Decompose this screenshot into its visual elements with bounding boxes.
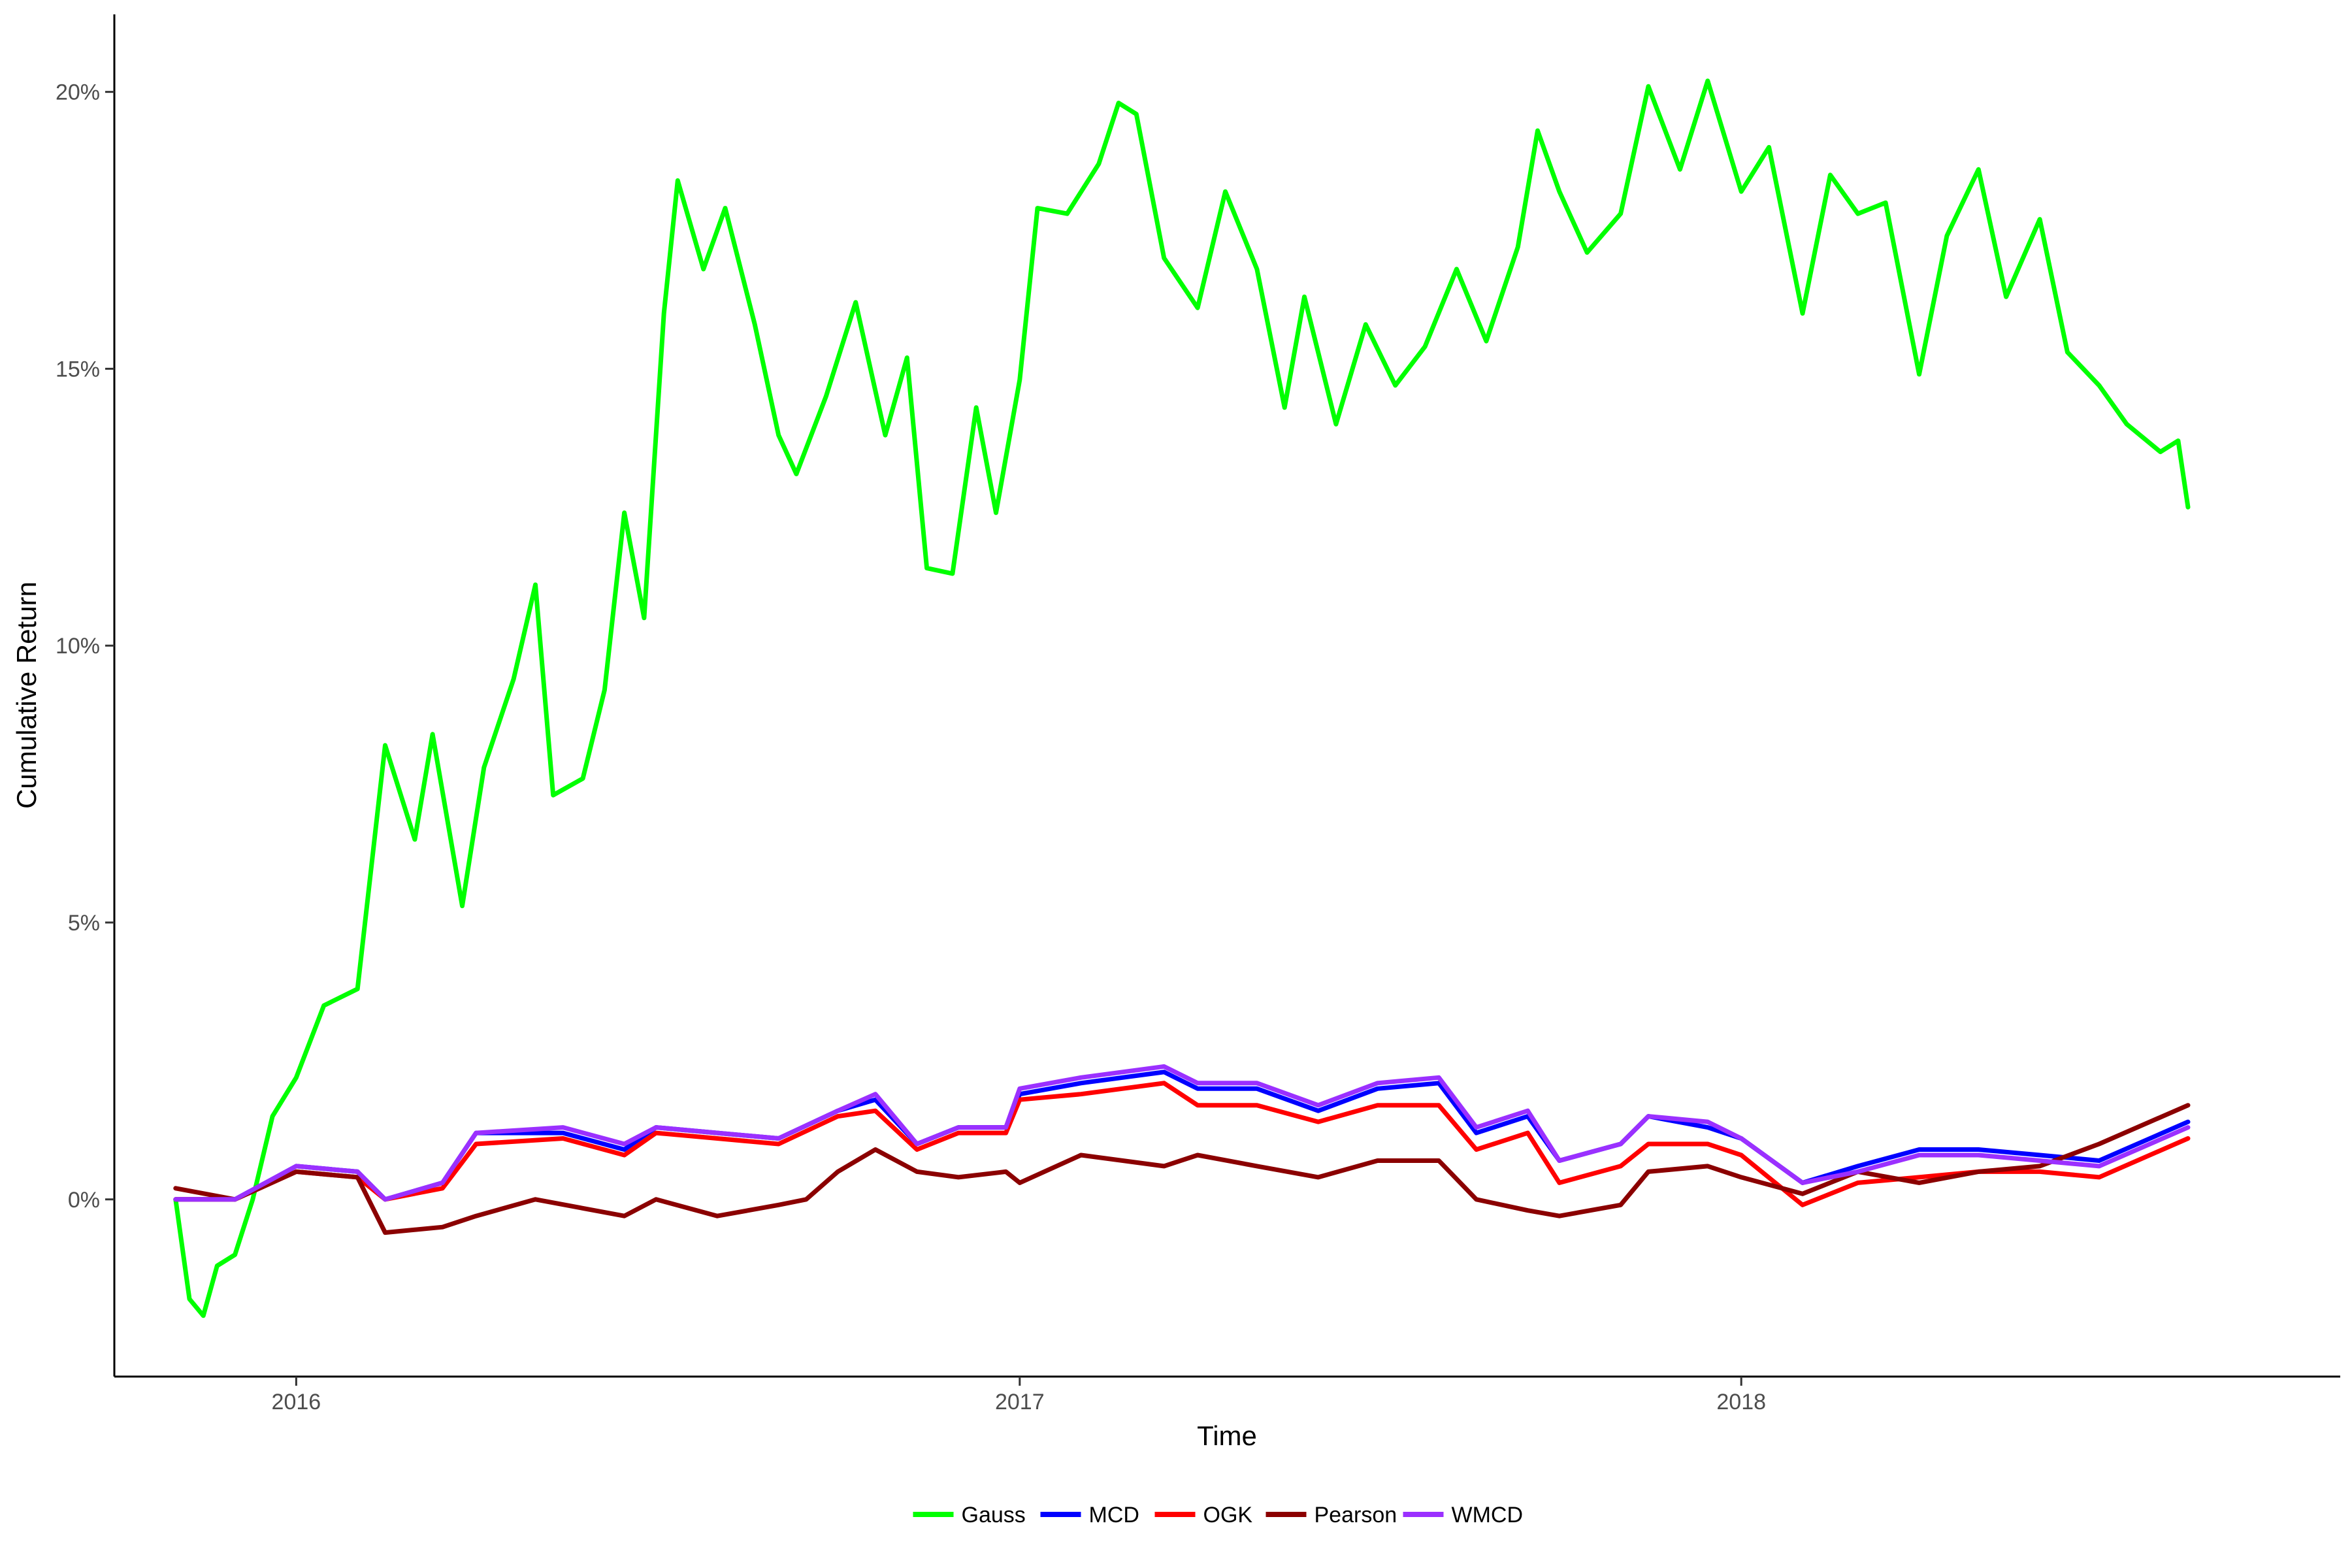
series-lines bbox=[173, 78, 2191, 1318]
series-line-wmcd bbox=[173, 1064, 2191, 1202]
x-tick-label: 2016 bbox=[272, 1390, 321, 1414]
legend-label: Gauss bbox=[962, 1503, 1026, 1527]
y-axis-title: Cumulative Return bbox=[11, 581, 42, 809]
series-line-gauss bbox=[173, 78, 2191, 1318]
legend-label: Pearson bbox=[1315, 1503, 1397, 1527]
legend-item-wmcd: WMCD bbox=[1403, 1503, 1524, 1527]
legend-item-mcd: MCD bbox=[1040, 1503, 1139, 1527]
legend-item-gauss: Gauss bbox=[913, 1503, 1026, 1527]
legend-item-ogk: OGK bbox=[1154, 1503, 1253, 1527]
legend-label: OGK bbox=[1203, 1503, 1253, 1527]
y-tick-label: 15% bbox=[56, 357, 100, 382]
legend-item-pearson: Pearson bbox=[1266, 1503, 1397, 1527]
legend: Gauss MCD OGK Pearson WMCD bbox=[913, 1503, 1524, 1527]
y-tick-label: 10% bbox=[56, 634, 100, 659]
x-tick-label: 2018 bbox=[1716, 1390, 1766, 1414]
legend-label: MCD bbox=[1089, 1503, 1139, 1527]
y-tick-label: 5% bbox=[68, 911, 100, 936]
x-tick-label: 2017 bbox=[995, 1390, 1045, 1414]
y-tick-label: 0% bbox=[68, 1188, 100, 1213]
y-axis-ticks: 0% 5% 10% 15% 20% bbox=[56, 80, 114, 1213]
x-axis-title: Time bbox=[1197, 1420, 1257, 1451]
x-axis-ticks: 2016 2017 2018 bbox=[272, 1377, 1766, 1414]
y-tick-label: 20% bbox=[56, 80, 100, 105]
legend-label: WMCD bbox=[1452, 1503, 1524, 1527]
series-line-pearson bbox=[173, 1103, 2191, 1235]
